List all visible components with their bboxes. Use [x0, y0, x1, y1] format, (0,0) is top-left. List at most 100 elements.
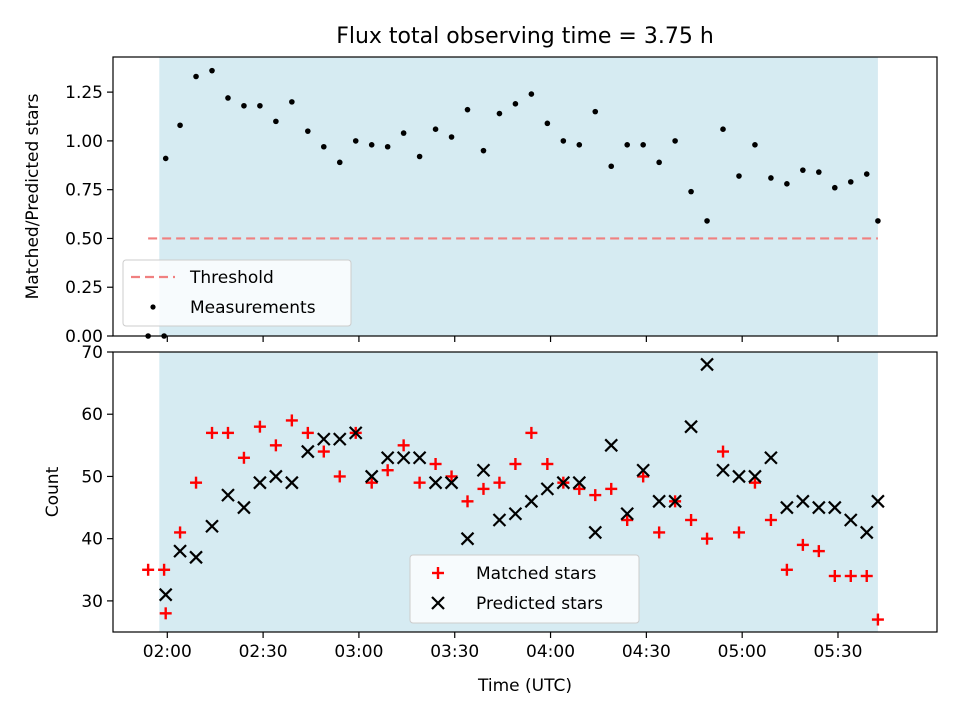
- predicted-star-point: [843, 513, 858, 527]
- chart-title: Flux total observing time = 3.75 h: [336, 24, 714, 49]
- matched-star-point: [812, 545, 825, 558]
- legend-matched-label: Matched stars: [476, 564, 596, 584]
- matched-star-point: [158, 563, 171, 576]
- predicted-star-point: [237, 500, 251, 515]
- bottom-panel: 30 40 50 60 70 02:00 02:30 03:00 03:30 04:00 04:3…: [43, 343, 938, 696]
- predicted-star-point: [859, 525, 874, 540]
- predicted-star-point: [588, 525, 603, 540]
- predicted-star-point: [301, 444, 315, 459]
- x-tick-label: 02:30: [239, 642, 288, 662]
- matched-star-point: [701, 532, 714, 545]
- matched-star-point: [381, 464, 394, 477]
- bottom-x-ticks: 02:00 02:30 03:00 03:30 04:00 04:30 05:00 05:30: [143, 632, 862, 662]
- y-tick-label: 30: [81, 592, 103, 612]
- measurement-point: [576, 141, 583, 148]
- predicted-star-point: [556, 475, 571, 490]
- matched-star-point: [333, 470, 346, 483]
- predicted-star-point: [508, 506, 523, 521]
- measurement-point: [400, 130, 407, 136]
- matched-star-point: [142, 563, 155, 576]
- predicted-star-point: [205, 519, 219, 534]
- measurement-point: [672, 138, 678, 144]
- legend-threshold-label: Threshold: [189, 268, 274, 288]
- measurement-point: [241, 102, 247, 109]
- measurement-point: [863, 171, 870, 177]
- predicted-star-point: [428, 475, 443, 490]
- measurement-point: [289, 99, 295, 105]
- measurement-point: [720, 126, 726, 132]
- measurement-point: [831, 184, 838, 191]
- matched-star-point: [828, 570, 841, 582]
- predicted-star-point: [604, 438, 619, 453]
- measurement-point: [432, 126, 439, 132]
- matched-star-point: [525, 426, 538, 439]
- y-tick-label: 0.00: [65, 327, 103, 347]
- matched-star-point: [301, 426, 314, 439]
- legend-matched-marker: [432, 567, 444, 579]
- top-axes-frame: [112, 56, 938, 337]
- predicted-star-point: [620, 506, 634, 521]
- measurement-point: [736, 173, 742, 179]
- y-tick-label: 60: [81, 405, 103, 425]
- predicted-star-point: [348, 426, 363, 440]
- x-tick-label: 05:00: [718, 642, 767, 662]
- predicted-star-point: [796, 494, 810, 509]
- top-legend: Threshold Measurements: [122, 259, 352, 327]
- predicted-star-point: [684, 419, 698, 434]
- measurement-point: [624, 141, 631, 148]
- matched-star-point: [541, 458, 554, 470]
- measurement-point: [768, 175, 774, 181]
- matched-star-point: [477, 482, 490, 495]
- measurement-point: [528, 91, 535, 97]
- predicted-star-point: [812, 500, 826, 515]
- measurement-point: [688, 188, 694, 195]
- measurement-point: [162, 155, 169, 162]
- predicted-star-point: [524, 494, 539, 509]
- measurement-point: [177, 122, 183, 129]
- predicted-star-point: [364, 469, 379, 484]
- bottom-axes-frame: [112, 351, 938, 633]
- predicted-star-point: [732, 469, 746, 484]
- bottom-legend-box: [409, 554, 640, 624]
- legend-predicted-label: Predicted stars: [476, 594, 603, 614]
- matched-star-point: [221, 426, 234, 439]
- predicted-star-point: [189, 550, 203, 565]
- y-tick-label: 50: [81, 467, 103, 487]
- y-tick-label: 1.00: [65, 132, 103, 152]
- matched-star-point: [621, 514, 634, 526]
- y-tick-label: 40: [81, 530, 103, 550]
- measurement-point: [384, 143, 391, 150]
- matched-star-point: [732, 526, 745, 539]
- matched-star-point: [653, 526, 666, 539]
- measurement-point: [752, 141, 758, 148]
- matched-star-point: [871, 613, 884, 626]
- predicted-star-point: [317, 432, 331, 446]
- measurement-point: [305, 128, 311, 134]
- measurement-point: [816, 169, 822, 175]
- matched-star-point: [589, 489, 602, 502]
- matched-star-point: [748, 476, 761, 489]
- predicted-star-point: [764, 450, 778, 465]
- bottom-y-ticks: 30 40 50 60 70: [81, 343, 113, 612]
- measurement-point: [560, 138, 567, 144]
- x-tick-label: 05:30: [813, 642, 862, 662]
- matched-star-point: [573, 482, 586, 495]
- y-tick-label: 70: [81, 343, 103, 363]
- measurement-point: [352, 138, 359, 144]
- predicted-star-point: [700, 357, 714, 372]
- x-tick-label: 03:00: [334, 642, 383, 662]
- measurement-point: [800, 167, 806, 173]
- measurement-point: [512, 101, 519, 107]
- legend-measurements-swatch: [150, 304, 156, 310]
- legend-measurements-label: Measurements: [190, 298, 316, 318]
- measurement-point: [225, 95, 231, 101]
- matched-star-point: [509, 458, 522, 470]
- x-tick-label: 04:30: [622, 642, 671, 662]
- predicted-star-point: [636, 463, 650, 478]
- predicted-star-point: [652, 494, 666, 509]
- matched-star-point: [285, 414, 298, 427]
- x-tick-label: 04:00: [526, 642, 575, 662]
- measurement-point: [209, 67, 215, 74]
- measurement-point: [704, 218, 710, 224]
